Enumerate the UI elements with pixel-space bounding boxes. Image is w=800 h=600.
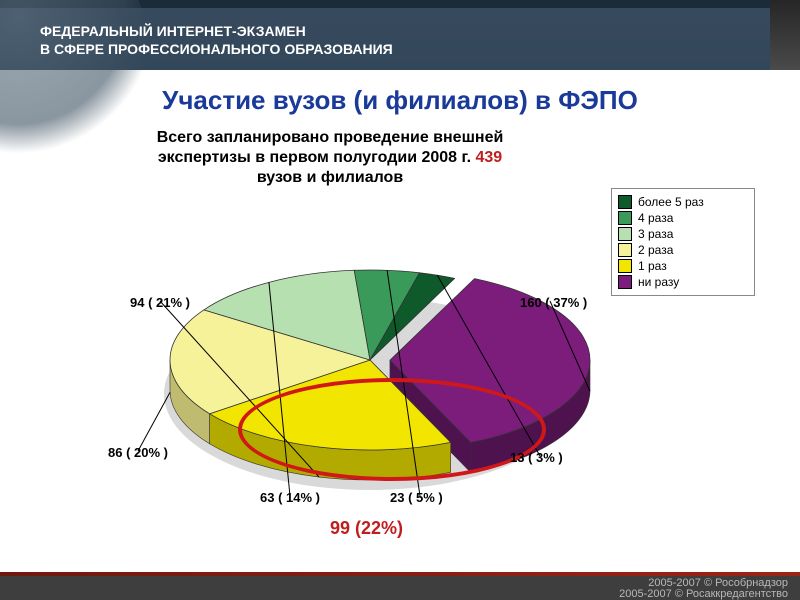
legend-item: 1 раз — [618, 259, 748, 273]
slice-label: 160 ( 37% ) — [520, 295, 587, 310]
legend-label: 1 раз — [638, 259, 667, 273]
slice-label: 86 ( 20% ) — [108, 445, 168, 460]
legend-item: ни разу — [618, 275, 748, 289]
legend-swatch — [618, 259, 632, 273]
legend-swatch — [618, 243, 632, 257]
legend-item: более 5 раз — [618, 195, 748, 209]
legend-swatch — [618, 275, 632, 289]
slice-label: 13 ( 3% ) — [510, 450, 563, 465]
pie-chart — [0, 0, 800, 600]
slice-label: 94 ( 21% ) — [130, 295, 190, 310]
legend-label: 4 раза — [638, 211, 673, 225]
legend-item: 3 раза — [618, 227, 748, 241]
legend-label: 3 раза — [638, 227, 673, 241]
legend-swatch — [618, 195, 632, 209]
legend-label: более 5 раз — [638, 195, 704, 209]
legend-item: 4 раза — [618, 211, 748, 225]
legend-swatch — [618, 211, 632, 225]
callout-text: 99 (22%) — [330, 518, 403, 539]
legend-swatch — [618, 227, 632, 241]
legend-label: 2 раза — [638, 243, 673, 257]
callout-ellipse — [238, 378, 546, 481]
footer-bar: 2005-2007 © Рособрнадзор 2005-2007 © Рос… — [0, 576, 800, 600]
slice-label: 23 ( 5% ) — [390, 490, 443, 505]
legend: более 5 раз 4 раза 3 раза 2 раза 1 раз ни раз… — [611, 188, 755, 296]
legend-item: 2 раза — [618, 243, 748, 257]
footer-line2: 2005-2007 © Росаккредагентство — [0, 589, 788, 600]
slice-label: 63 ( 14% ) — [260, 490, 320, 505]
legend-label: ни разу — [638, 275, 679, 289]
